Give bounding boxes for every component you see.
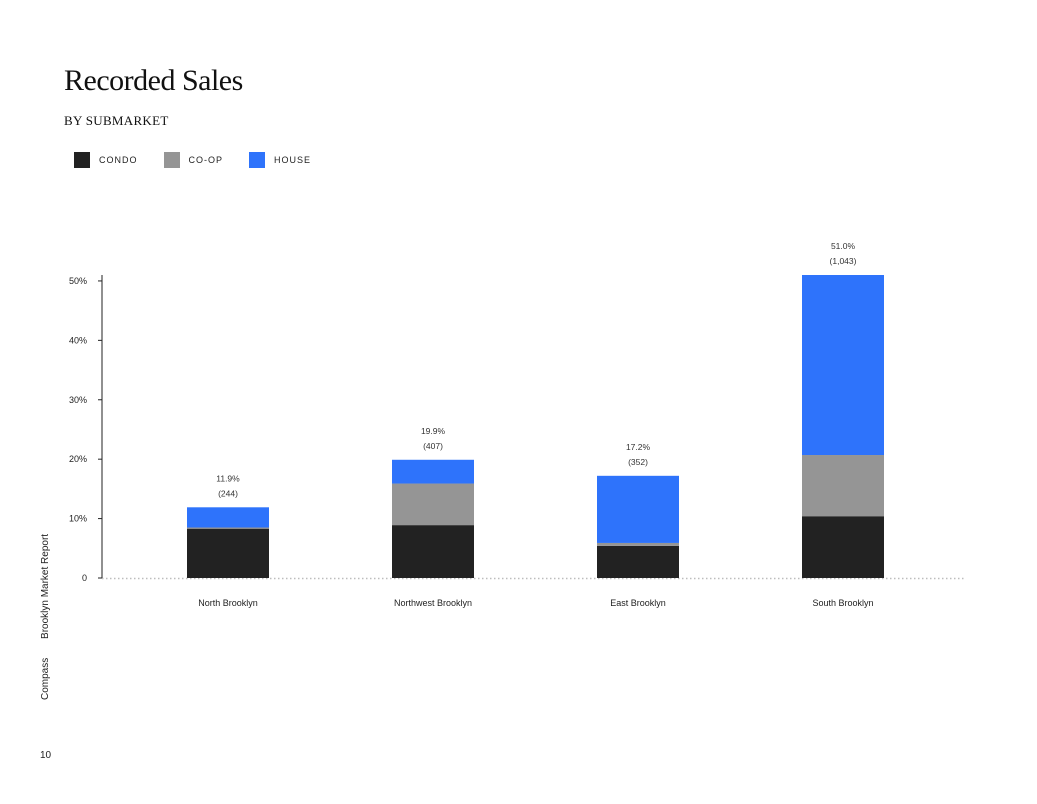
legend-swatch-condo (74, 152, 90, 168)
y-tick-label: 20% (69, 454, 87, 464)
y-tick-label: 50% (69, 276, 87, 286)
bar-count-label: (244) (218, 488, 238, 498)
chart-legend: CONDO CO-OP HOUSE (74, 152, 337, 168)
y-tick-label: 40% (69, 335, 87, 345)
bar-count-label: (1,043) (830, 256, 857, 266)
legend-swatch-coop (163, 152, 180, 168)
y-tick-label: 10% (69, 514, 87, 524)
x-category-label: Northwest Brooklyn (394, 598, 472, 608)
bar-count-label: (407) (423, 441, 443, 451)
page-title: Recorded Sales (64, 64, 243, 97)
legend-label-house: HOUSE (274, 155, 312, 165)
legend-item-coop: CO-OP (163, 152, 224, 168)
legend-item-condo: CONDO (74, 152, 138, 168)
bar-segment-coop (802, 455, 884, 517)
bar-segment-condo (802, 516, 884, 578)
x-category-label: South Brooklyn (812, 598, 873, 608)
bar-segment-house (187, 507, 269, 528)
bar-segment-condo (187, 528, 269, 578)
bar-total-label: 11.9% (216, 473, 240, 483)
bar-segment-coop (597, 542, 679, 546)
y-tick-label: 30% (69, 395, 87, 405)
x-category-label: North Brooklyn (198, 598, 258, 608)
x-category-label: East Brooklyn (610, 598, 666, 608)
footer-report: Brooklyn Market Report (40, 533, 51, 639)
bar-segment-coop (187, 527, 269, 529)
page-number: 10 (40, 750, 52, 761)
bar-total-label: 19.9% (421, 426, 446, 436)
side-footer: Compass Brooklyn Market Report (40, 518, 51, 700)
bar-segment-condo (392, 525, 474, 578)
y-tick-label: 0 (82, 573, 87, 583)
bar-total-label: 51.0% (831, 241, 856, 251)
legend-swatch-house (249, 152, 266, 168)
legend-label-coop: CO-OP (188, 155, 224, 165)
bar-total-label: 17.2% (626, 442, 651, 452)
bar-segment-house (392, 459, 474, 484)
page-subtitle: BY SUBMARKET (64, 113, 169, 128)
bar-segment-condo (597, 545, 679, 578)
bar-segment-house (597, 475, 679, 543)
bar-segment-coop (392, 483, 474, 526)
bar-count-label: (352) (628, 457, 648, 467)
footer-brand: Compass (40, 657, 51, 700)
legend-item-house: HOUSE (249, 152, 311, 168)
legend-label-condo: CONDO (99, 155, 138, 165)
bar-segment-house (802, 275, 884, 456)
